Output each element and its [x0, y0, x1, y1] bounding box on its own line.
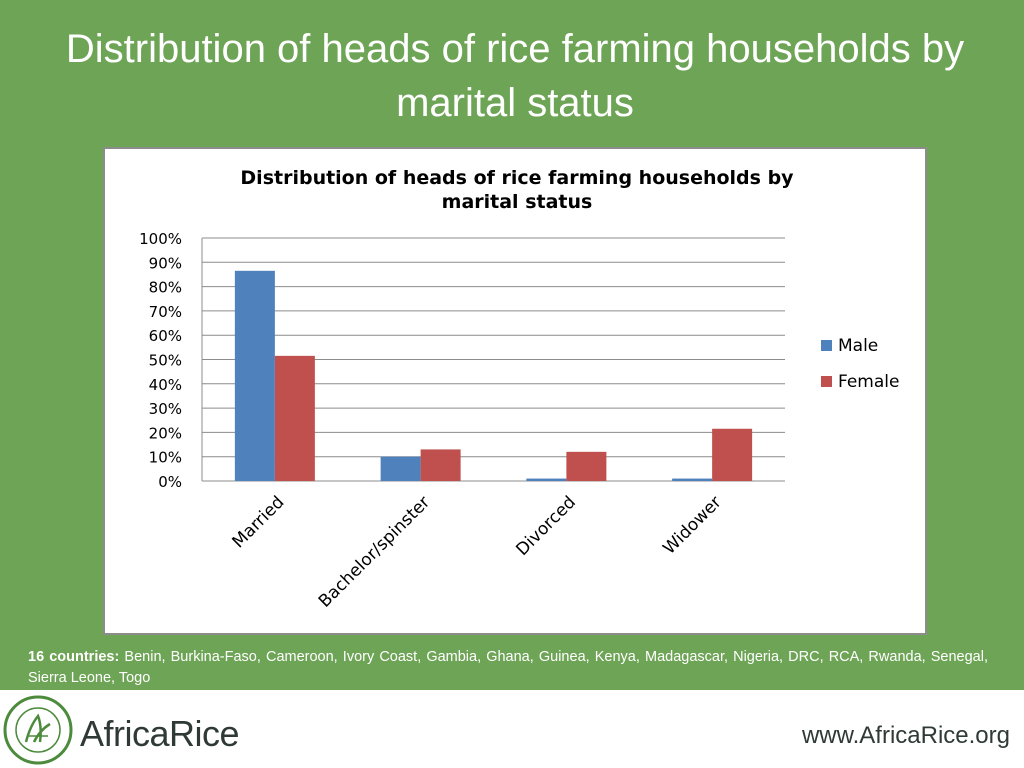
x-axis-labels: Married Bachelor/spinster Divorced Widower — [228, 492, 725, 611]
x-category-label: Divorced — [512, 492, 580, 560]
bar-male-married — [234, 270, 275, 481]
y-tick-label: 50% — [149, 352, 182, 370]
bar-female-married — [274, 355, 315, 481]
y-tick-label: 80% — [149, 279, 182, 297]
legend: Male Female — [821, 336, 899, 392]
legend-label-female: Female — [838, 372, 899, 392]
x-category-label: Widower — [659, 492, 725, 558]
bars — [234, 270, 753, 481]
chart-title-line-2: marital status — [442, 191, 593, 213]
y-tick-label: 70% — [149, 303, 182, 321]
bar-male-bachelor-spinster — [380, 456, 421, 481]
website-url: www.AfricaRice.org — [801, 722, 1010, 749]
x-category-label: Bachelor/spinster — [315, 492, 434, 611]
bar-chart: Distribution of heads of rice farming ho… — [139, 167, 899, 612]
bar-female-widower — [712, 428, 753, 481]
y-tick-label: 90% — [149, 254, 182, 272]
y-tick-label: 100% — [139, 230, 182, 248]
slide-title: Distribution of heads of rice farming ho… — [65, 27, 965, 125]
legend-label-male: Male — [838, 336, 878, 356]
y-tick-label: 10% — [149, 449, 182, 467]
legend-swatch-male — [821, 340, 832, 351]
bar-female-divorced — [566, 451, 607, 481]
legend-swatch-female — [821, 376, 832, 387]
footnote-label: 16 countries: — [28, 649, 120, 665]
bar-female-bachelor-spinster — [420, 449, 461, 481]
logo-wordmark: AfricaRice — [80, 713, 240, 754]
chart-area: Distribution of heads of rice farming ho… — [103, 147, 927, 635]
y-tick-label: 20% — [149, 424, 182, 442]
y-tick-label: 60% — [149, 327, 182, 345]
africarice-seal-logo — [3, 695, 73, 765]
y-tick-label: 40% — [149, 376, 182, 394]
y-axis-ticks: 0% 10% 20% 30% 40% 50% 60% 70% 80% 90% 100% — [139, 230, 182, 491]
x-category-label: Married — [228, 492, 288, 552]
bar-male-divorced — [526, 478, 567, 481]
footnote: 16 countries: Benin, Burkina-Faso, Camer… — [28, 647, 988, 689]
y-tick-label: 0% — [158, 473, 182, 491]
y-tick-label: 30% — [149, 400, 182, 418]
chart-title-line-1: Distribution of heads of rice farming ho… — [240, 167, 794, 189]
footnote-countries: Benin, Burkina-Faso, Cameroon, Ivory Coa… — [28, 649, 988, 686]
bar-male-widower — [672, 478, 713, 481]
